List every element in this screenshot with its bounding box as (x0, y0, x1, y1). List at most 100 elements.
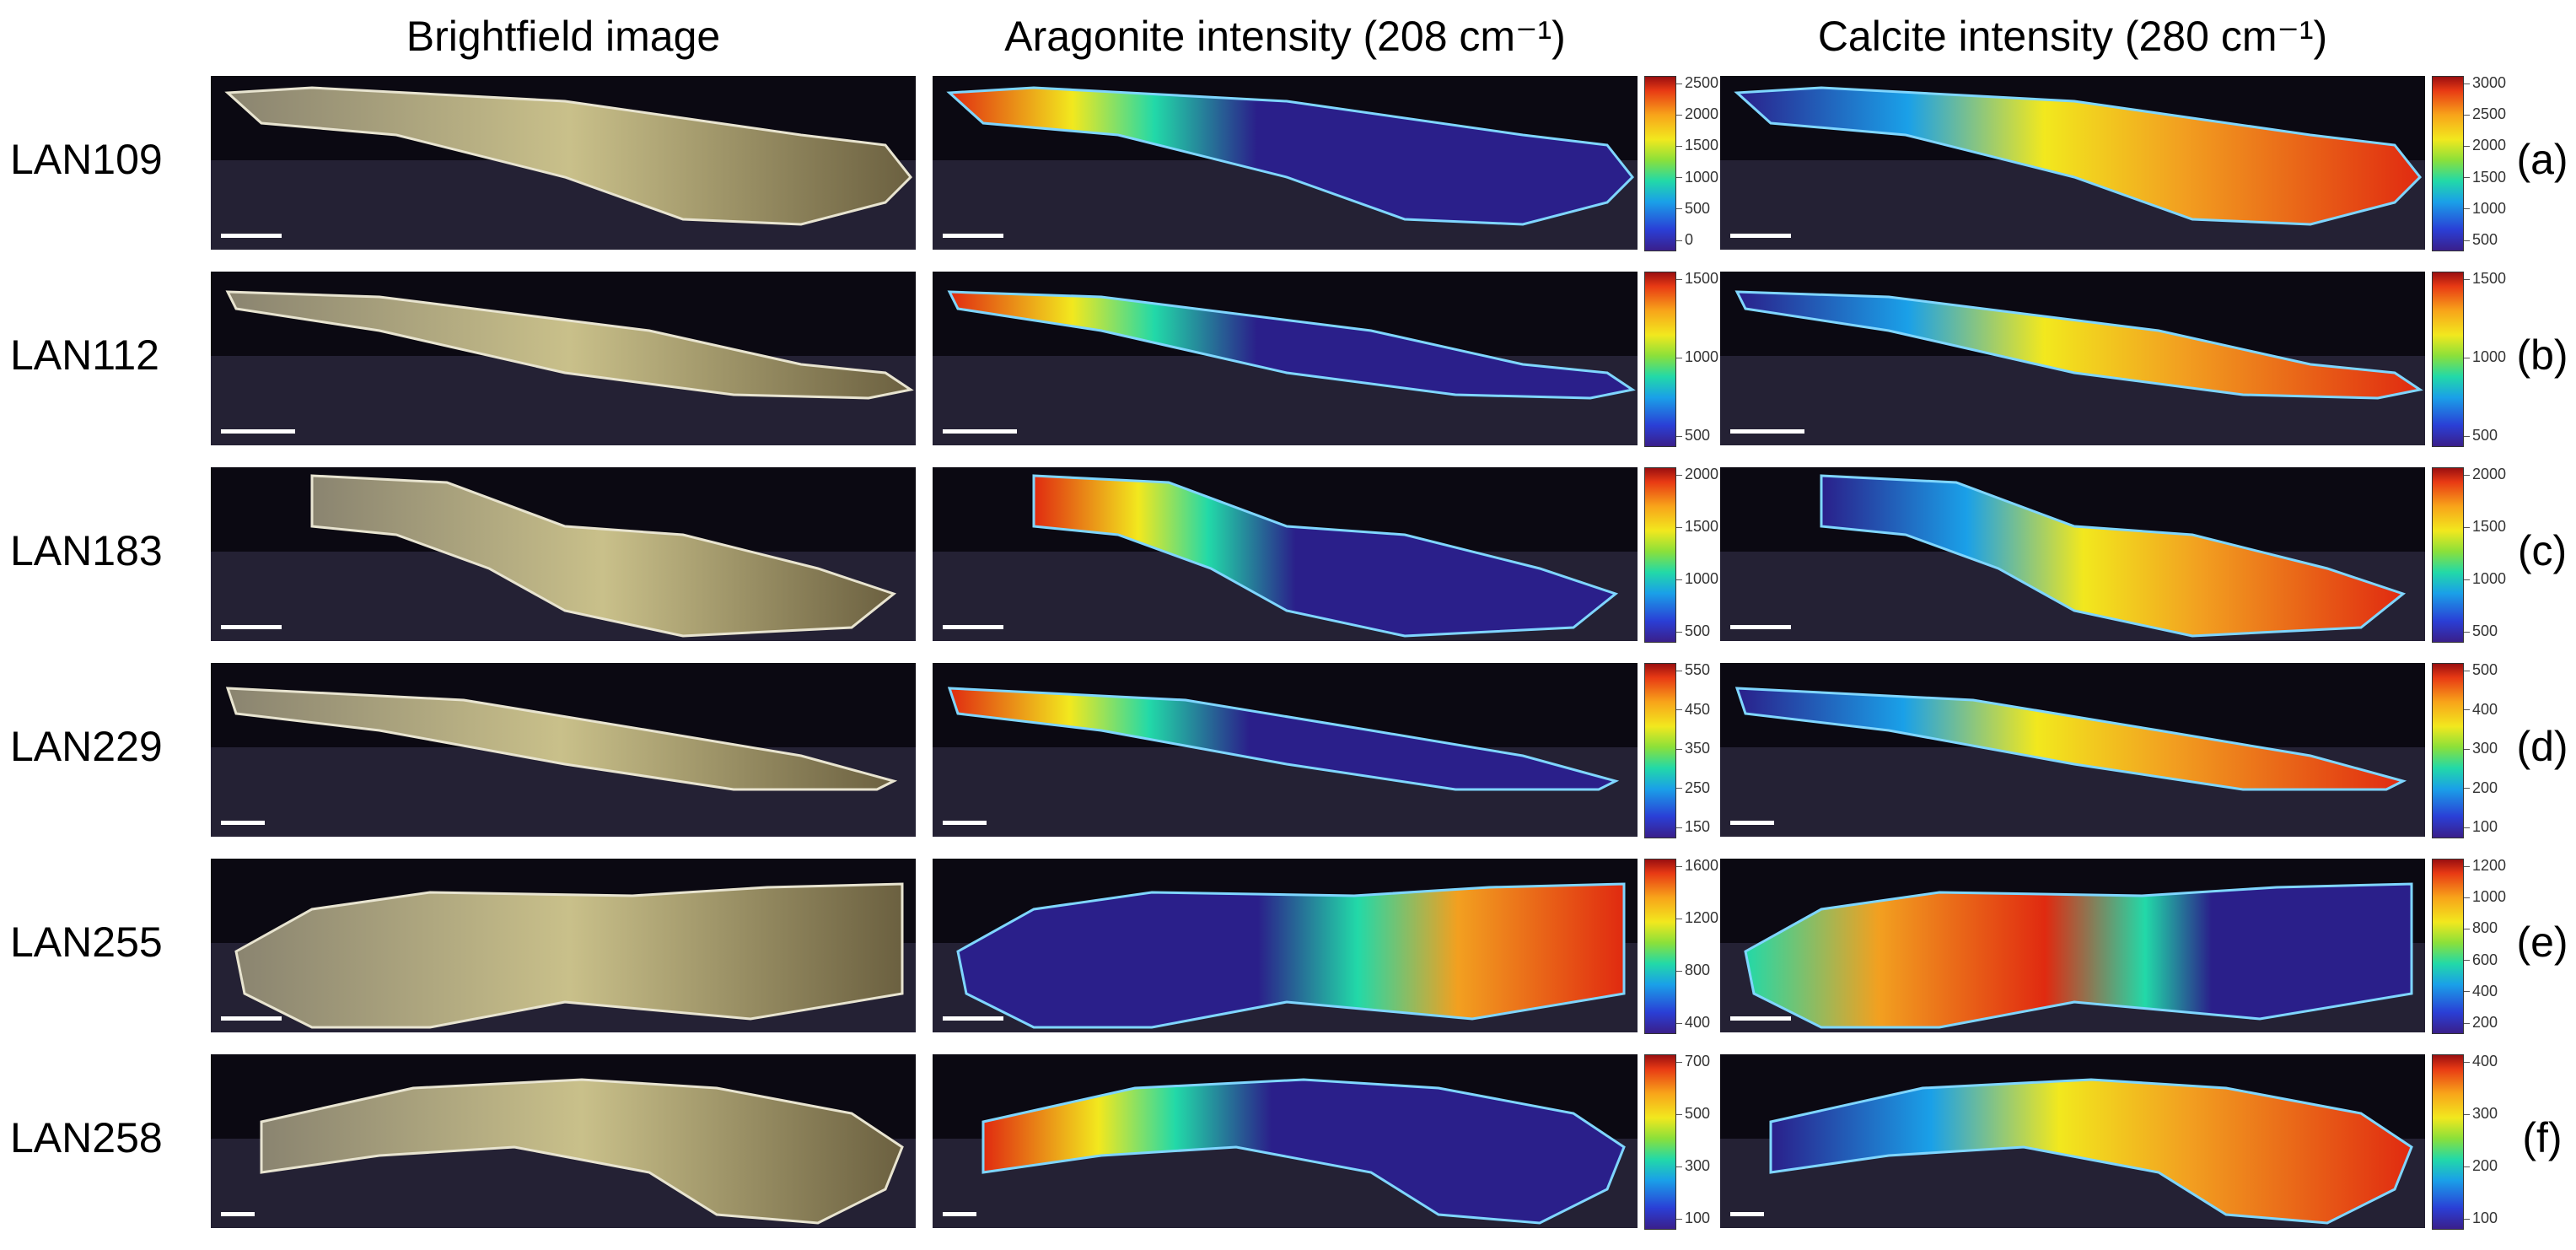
intensity-map (947, 290, 1636, 400)
row-label: LAN183 (10, 527, 163, 574)
shell-section (225, 290, 914, 400)
brightfield-image-graphic (211, 467, 916, 641)
column-title-brightfield: Brightfield image (406, 13, 721, 60)
colorbar-tick-label: 1000 (2463, 570, 2507, 587)
panel-letter: (e) (2516, 919, 2568, 966)
colorbar-tick-label: 0 (1675, 231, 1694, 248)
colorbar-tick-label: 300 (1675, 1157, 1711, 1174)
colorbar-tick-label: 1000 (1675, 570, 1719, 587)
brightfield-image-graphic (211, 663, 916, 837)
brightfield-image (211, 467, 916, 641)
scale-bar (221, 234, 282, 238)
colorbar-tick-label: 350 (1675, 740, 1711, 757)
colorbar-tick-label: 400 (1675, 1014, 1711, 1031)
colorbar-tick-label: 2000 (1675, 466, 1719, 482)
shell-section (225, 687, 898, 791)
brightfield-image (211, 1054, 916, 1228)
calcite-colorbar (2432, 467, 2464, 643)
colorbar-tick-label: 500 (2463, 427, 2498, 444)
colorbar-tick-label: 500 (1675, 199, 1711, 217)
calcite-map-graphic (1720, 859, 2425, 1032)
shell-section (224, 86, 913, 226)
row-label: LAN255 (10, 919, 163, 966)
intensity-map (1820, 474, 2407, 638)
calcite-map (1720, 663, 2425, 837)
scale-bar (943, 821, 987, 825)
scale-bar (221, 1212, 255, 1216)
scale-bar (943, 429, 1017, 434)
intensity-map (981, 1078, 1626, 1225)
colorbar-tick-label: 1000 (2463, 199, 2507, 217)
brightfield-image (211, 859, 916, 1032)
row-label: LAN258 (10, 1114, 163, 1161)
colorbar-tick-label: 200 (2463, 1014, 2498, 1031)
colorbar-tick-label: 600 (2463, 951, 2498, 968)
colorbar-tick-label: 100 (1675, 1210, 1711, 1226)
colorbar-tick-label: 300 (2463, 1105, 2498, 1122)
colorbar-tick-label: 700 (1675, 1053, 1711, 1070)
aragonite-map-graphic (933, 663, 1638, 837)
intensity-map (1734, 290, 2423, 400)
colorbar-tick-label: 1500 (1675, 270, 1719, 287)
intensity-map (946, 86, 1635, 226)
colorbar-tick-label: 1200 (2463, 857, 2507, 874)
intensity-map (1769, 1078, 2413, 1225)
aragonite-colorbar (1644, 859, 1676, 1034)
colorbar-tick-label: 400 (2463, 1053, 2498, 1070)
scale-bar (1730, 625, 1791, 629)
colorbar-tick-label: 1000 (2463, 348, 2507, 365)
scale-bar (1730, 1016, 1791, 1021)
row-label: LAN229 (10, 723, 163, 770)
colorbar-tick-label: 500 (1675, 1105, 1711, 1122)
colorbar-tick-label: 3000 (2463, 74, 2507, 91)
aragonite-map (933, 76, 1638, 250)
intensity-map (1734, 687, 2407, 791)
colorbar-tick-label: 500 (1675, 427, 1711, 444)
scale-bar (943, 234, 1003, 238)
colorbar-tick-label: 500 (1675, 622, 1711, 639)
brightfield-image (211, 663, 916, 837)
shell-section (234, 882, 904, 1029)
colorbar-tick-label: 1200 (1675, 909, 1719, 926)
colorbar-tick-label: 100 (2463, 818, 2498, 835)
scale-bar (1730, 429, 1804, 434)
panel-letter: (f) (2522, 1114, 2563, 1161)
calcite-map-graphic (1720, 272, 2425, 445)
aragonite-colorbar (1644, 272, 1676, 447)
panel-letter: (d) (2516, 723, 2568, 770)
scale-bar (943, 1212, 976, 1216)
colorbar-tick-label: 1500 (2463, 518, 2507, 535)
scale-bar (1730, 1212, 1764, 1216)
scale-bar (221, 429, 295, 434)
colorbar-tick-label: 800 (2463, 919, 2498, 937)
scale-bar (221, 821, 265, 825)
scale-bar (943, 625, 1003, 629)
colorbar-tick-label: 550 (1675, 661, 1711, 678)
aragonite-map (933, 1054, 1638, 1228)
aragonite-map (933, 467, 1638, 641)
shell-section (260, 1078, 904, 1225)
colorbar-tick-label: 2000 (1675, 105, 1719, 123)
calcite-map (1720, 1054, 2425, 1228)
column-title-aragonite: Aragonite intensity (208 cm⁻¹) (1004, 13, 1566, 60)
intensity-map (956, 882, 1626, 1029)
scale-bar (221, 1016, 282, 1021)
row-label: LAN112 (10, 331, 159, 379)
calcite-colorbar (2432, 76, 2464, 251)
colorbar-tick-label: 1000 (1675, 168, 1719, 186)
colorbar-tick-label: 1500 (2463, 270, 2507, 287)
scale-bar (1730, 234, 1791, 238)
brightfield-image-graphic (211, 1054, 916, 1228)
intensity-map (1032, 474, 1619, 638)
aragonite-map (933, 663, 1638, 837)
colorbar-tick-label: 450 (1675, 700, 1711, 718)
calcite-map-graphic (1720, 663, 2425, 837)
row-label: LAN109 (10, 136, 163, 183)
aragonite-map-graphic (933, 1054, 1638, 1228)
brightfield-image (211, 76, 916, 250)
calcite-colorbar (2432, 272, 2464, 447)
colorbar-tick-label: 1500 (2463, 168, 2507, 186)
colorbar-tick-label: 1600 (1675, 857, 1719, 874)
colorbar-tick-label: 200 (2463, 779, 2498, 796)
colorbar-tick-label: 2000 (2463, 466, 2507, 482)
